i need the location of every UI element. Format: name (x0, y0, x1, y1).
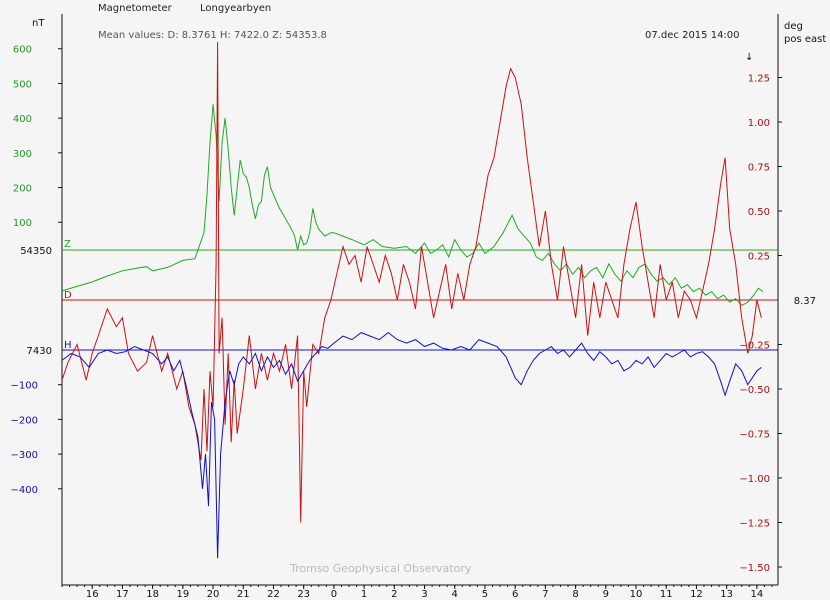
x-tick-label: 18 (146, 589, 159, 600)
instrument-label: Magnetometer (98, 3, 173, 14)
right-unit-label-pos-east: pos east (784, 34, 826, 45)
z-baseline-label: 54350 (20, 246, 52, 257)
z-tick-label: 300 (13, 149, 32, 160)
station-label: Longyearbyen (200, 3, 271, 14)
d-tick-label: 0.50 (748, 207, 770, 218)
x-tick-label: 22 (267, 589, 280, 600)
z-series-tag: Z (64, 239, 71, 250)
d-tick-label: 1.25 (748, 74, 770, 85)
series-layer (61, 41, 764, 559)
z-tick-label: 500 (13, 79, 32, 90)
z-tick-label: 600 (13, 45, 32, 56)
x-tick-label: 5 (482, 589, 488, 600)
h-tick-label: −300 (11, 450, 38, 461)
z-tick-label: 200 (13, 184, 32, 195)
h-tick-label: −400 (11, 485, 38, 496)
x-tick-label: 7 (542, 589, 548, 600)
x-tick-label: 12 (690, 589, 703, 600)
x-tick-label: 16 (86, 589, 99, 600)
down-arrow-icon: ↓ (745, 52, 753, 63)
d-tick-label: 0.25 (748, 252, 770, 263)
x-tick-label: 8 (572, 589, 578, 600)
x-tick-label: 9 (603, 589, 609, 600)
axis-ticks: 600500400300200100543507430−100−200−300−… (11, 45, 816, 600)
d-tick-label: −0.75 (739, 430, 770, 441)
h-tick-label: −100 (11, 381, 38, 392)
x-tick-label: 23 (297, 589, 310, 600)
x-tick-label: 4 (452, 589, 458, 600)
x-tick-label: 6 (512, 589, 518, 600)
d-tick-label: −1.25 (739, 519, 770, 530)
d-tick-label: −0.25 (739, 341, 770, 352)
x-tick-label: 0 (331, 589, 337, 600)
d-tick-label: 1.00 (748, 118, 770, 129)
x-tick-label: 21 (237, 589, 250, 600)
x-tick-label: 3 (421, 589, 427, 600)
h-baseline-label: 7430 (27, 346, 52, 357)
series-line-z (61, 104, 764, 307)
x-tick-label: 20 (207, 589, 220, 600)
d-baseline-label: 8.37 (794, 296, 816, 307)
d-series-tag: D (64, 290, 72, 301)
d-tick-label: −0.50 (739, 385, 770, 396)
right-unit-label-deg: deg (784, 21, 803, 32)
x-tick-label: 13 (720, 589, 733, 600)
d-tick-label: −1.00 (739, 474, 770, 485)
x-tick-label: 17 (116, 589, 129, 600)
x-tick-label: 11 (660, 589, 673, 600)
x-tick-label: 19 (176, 589, 189, 600)
series-line-h (61, 331, 762, 559)
x-tick-label: 14 (750, 589, 763, 600)
x-tick-label: 2 (391, 589, 397, 600)
d-tick-label: −1.50 (739, 563, 770, 574)
timestamp-label: 07.dec 2015 14:00 (645, 30, 740, 41)
d-tick-label: 0.75 (748, 163, 770, 174)
z-tick-label: 400 (13, 114, 32, 125)
h-tick-label: −200 (11, 415, 38, 426)
h-series-tag: H (64, 340, 72, 351)
baselines: Z D H (62, 239, 778, 351)
z-tick-label: 100 (13, 218, 32, 229)
left-unit-label: nT (32, 18, 45, 29)
watermark-text: Tromso Geophysical Observatory (289, 562, 472, 575)
series-line-d (61, 41, 762, 523)
x-tick-label: 10 (630, 589, 643, 600)
mean-values-text: Mean values: D: 8.3761 H: 7422.0 Z: 5435… (98, 30, 327, 41)
x-tick-label: 1 (361, 589, 367, 600)
